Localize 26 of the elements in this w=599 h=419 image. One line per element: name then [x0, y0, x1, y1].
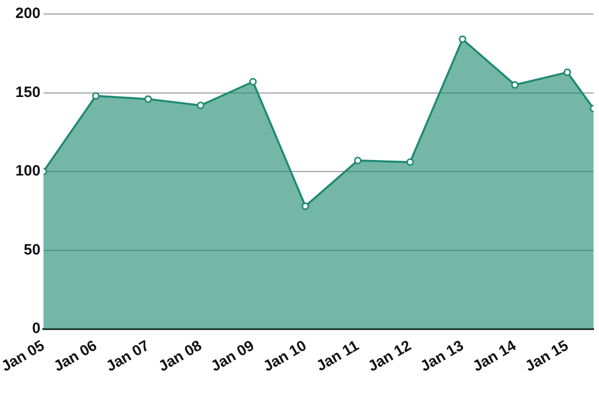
point [354, 156, 362, 164]
x-tick-label: Jan 06 [50, 337, 100, 376]
x-tick-label: Jan 12 [365, 337, 414, 376]
x-tick-label: Jan 05 [0, 337, 48, 376]
point [511, 81, 519, 89]
x-tick-label: Jan 07 [103, 337, 152, 376]
x-tick-label: Jan 10 [260, 337, 310, 376]
y-tick-label: 50 [24, 241, 40, 258]
y-tick-label: 150 [15, 84, 40, 101]
x-tick-label: Jan 13 [418, 337, 467, 376]
x-tick-label: Jan 08 [156, 337, 205, 376]
point [144, 95, 152, 103]
point [406, 158, 414, 166]
point [92, 92, 100, 100]
point [302, 202, 310, 210]
x-tick-label: Jan 14 [470, 336, 520, 376]
y-tick-label: 100 [15, 162, 40, 180]
x-tick-label: Jan 09 [208, 337, 258, 376]
x-tick-label: Jan 11 [314, 337, 362, 375]
x-tick-label: Jan 15 [522, 337, 572, 376]
point [196, 102, 204, 110]
point [564, 68, 572, 76]
y-tick-label: 0 [32, 320, 40, 338]
point [249, 78, 257, 86]
y-tick-label: 200 [15, 5, 40, 22]
point [458, 35, 466, 43]
